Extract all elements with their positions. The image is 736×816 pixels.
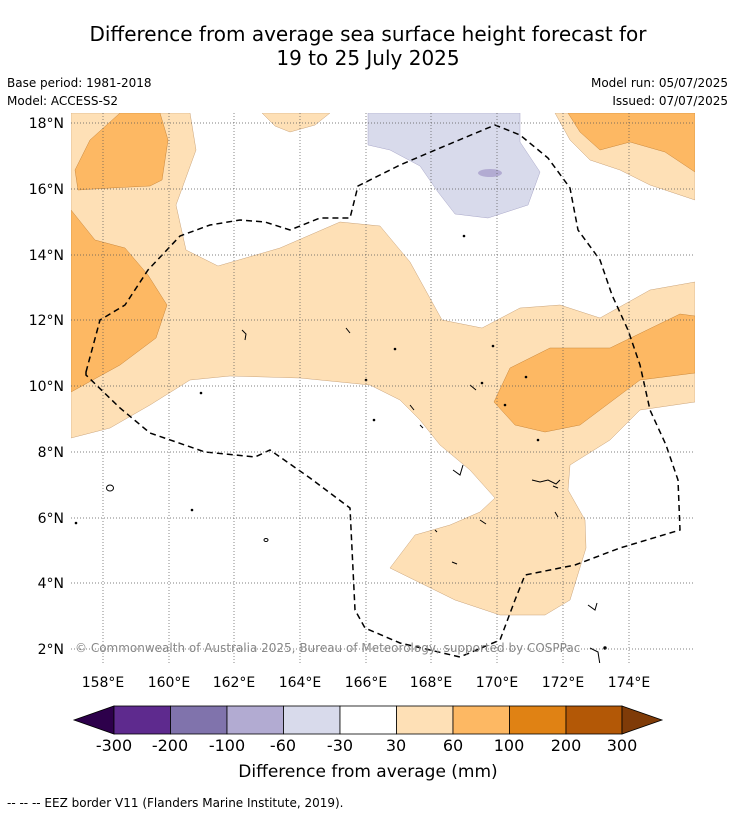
colorbar-bin: [565, 705, 623, 735]
colorbar-label: 60: [442, 736, 464, 755]
colorbar-title: Difference from average (mm): [238, 762, 498, 782]
colorbar-label: -200: [151, 736, 189, 755]
meta-left: Base period: 1981-2018 Model: ACCESS-S2: [7, 74, 152, 110]
colorbar-label: 300: [606, 736, 638, 755]
colorbar-bin: [170, 705, 228, 735]
lat-label: 10°N: [29, 379, 64, 395]
contour-30-60-top-center: [261, 113, 331, 133]
colorbar-label: 200: [550, 736, 582, 755]
meta-right: Model run: 05/07/2025 Issued: 07/07/2025: [591, 74, 728, 110]
model-run: Model run: 05/07/2025: [590, 76, 728, 90]
lon-labels: 158°E 160°E 162°E 164°E 166°E 168°E 170°…: [82, 675, 651, 691]
contour-minus60-spot: [478, 169, 502, 177]
map-title: Difference from average sea surface heig…: [0, 22, 736, 70]
lat-label: 18°N: [29, 116, 64, 132]
colorbar-label: -100: [208, 736, 246, 755]
colorbar-bin: [396, 705, 454, 735]
contour-60-100-top-left: [74, 113, 169, 191]
lon-label: 160°E: [148, 675, 191, 691]
colorbar-label: 30: [385, 736, 407, 755]
lon-label: 162°E: [213, 675, 256, 691]
eez-border: [85, 124, 681, 658]
title-line-2: 19 to 25 July 2025: [276, 46, 460, 70]
lat-label: 14°N: [29, 248, 64, 264]
lon-label: 164°E: [279, 675, 322, 691]
issued-date: Issued: 07/07/2025: [612, 94, 728, 108]
lat-label: 4°N: [38, 576, 64, 592]
lon-label: 166°E: [345, 675, 388, 691]
lon-label: 168°E: [410, 675, 453, 691]
colorbar-bin: [452, 705, 510, 735]
lat-label: 16°N: [29, 182, 64, 198]
contour-60-100-right: [493, 313, 695, 433]
colorbar-label: -300: [95, 736, 133, 755]
island-markers: [74, 234, 607, 663]
lat-label: 2°N: [38, 642, 64, 658]
colorbar-under: [72, 705, 115, 735]
gridlines: [71, 113, 695, 663]
base-period: Base period: 1981-2018: [7, 76, 152, 90]
colorbar-label: -30: [326, 736, 354, 755]
colorbar-bin: [283, 705, 341, 735]
lon-label: 170°E: [476, 675, 519, 691]
lat-label: 8°N: [38, 445, 64, 461]
colorbar-bin: [509, 705, 567, 735]
colorbar-bin: [339, 705, 397, 735]
lon-label: 174°E: [608, 675, 651, 691]
title-line-1: Difference from average sea surface heig…: [89, 22, 647, 46]
colorbar-over: [621, 705, 664, 735]
lon-label: 172°E: [542, 675, 585, 691]
lat-labels: 18°N 16°N 14°N 12°N 10°N 8°N 6°N 4°N 2°N: [29, 116, 64, 658]
lat-label: 6°N: [38, 511, 64, 527]
colorbar: [72, 705, 664, 735]
map-area: © Commonwealth of Australia 2025, Bureau…: [71, 113, 695, 663]
contour-30-60-top-left: [71, 113, 695, 616]
colorbar-label: -60: [269, 736, 297, 755]
colorbar-label: 100: [493, 736, 525, 755]
contour-60-100-top-right: [567, 113, 695, 173]
contour-60-100-left: [71, 209, 168, 393]
colorbar-bin: [226, 705, 284, 735]
copyright-notice: © Commonwealth of Australia 2025, Bureau…: [75, 641, 580, 655]
lon-label: 158°E: [82, 675, 125, 691]
eez-footnote: -- -- -- EEZ border V11 (Flanders Marine…: [7, 796, 344, 810]
model-name: Model: ACCESS-S2: [7, 94, 119, 108]
lat-label: 12°N: [29, 313, 64, 329]
colorbar-bin: [113, 705, 171, 735]
